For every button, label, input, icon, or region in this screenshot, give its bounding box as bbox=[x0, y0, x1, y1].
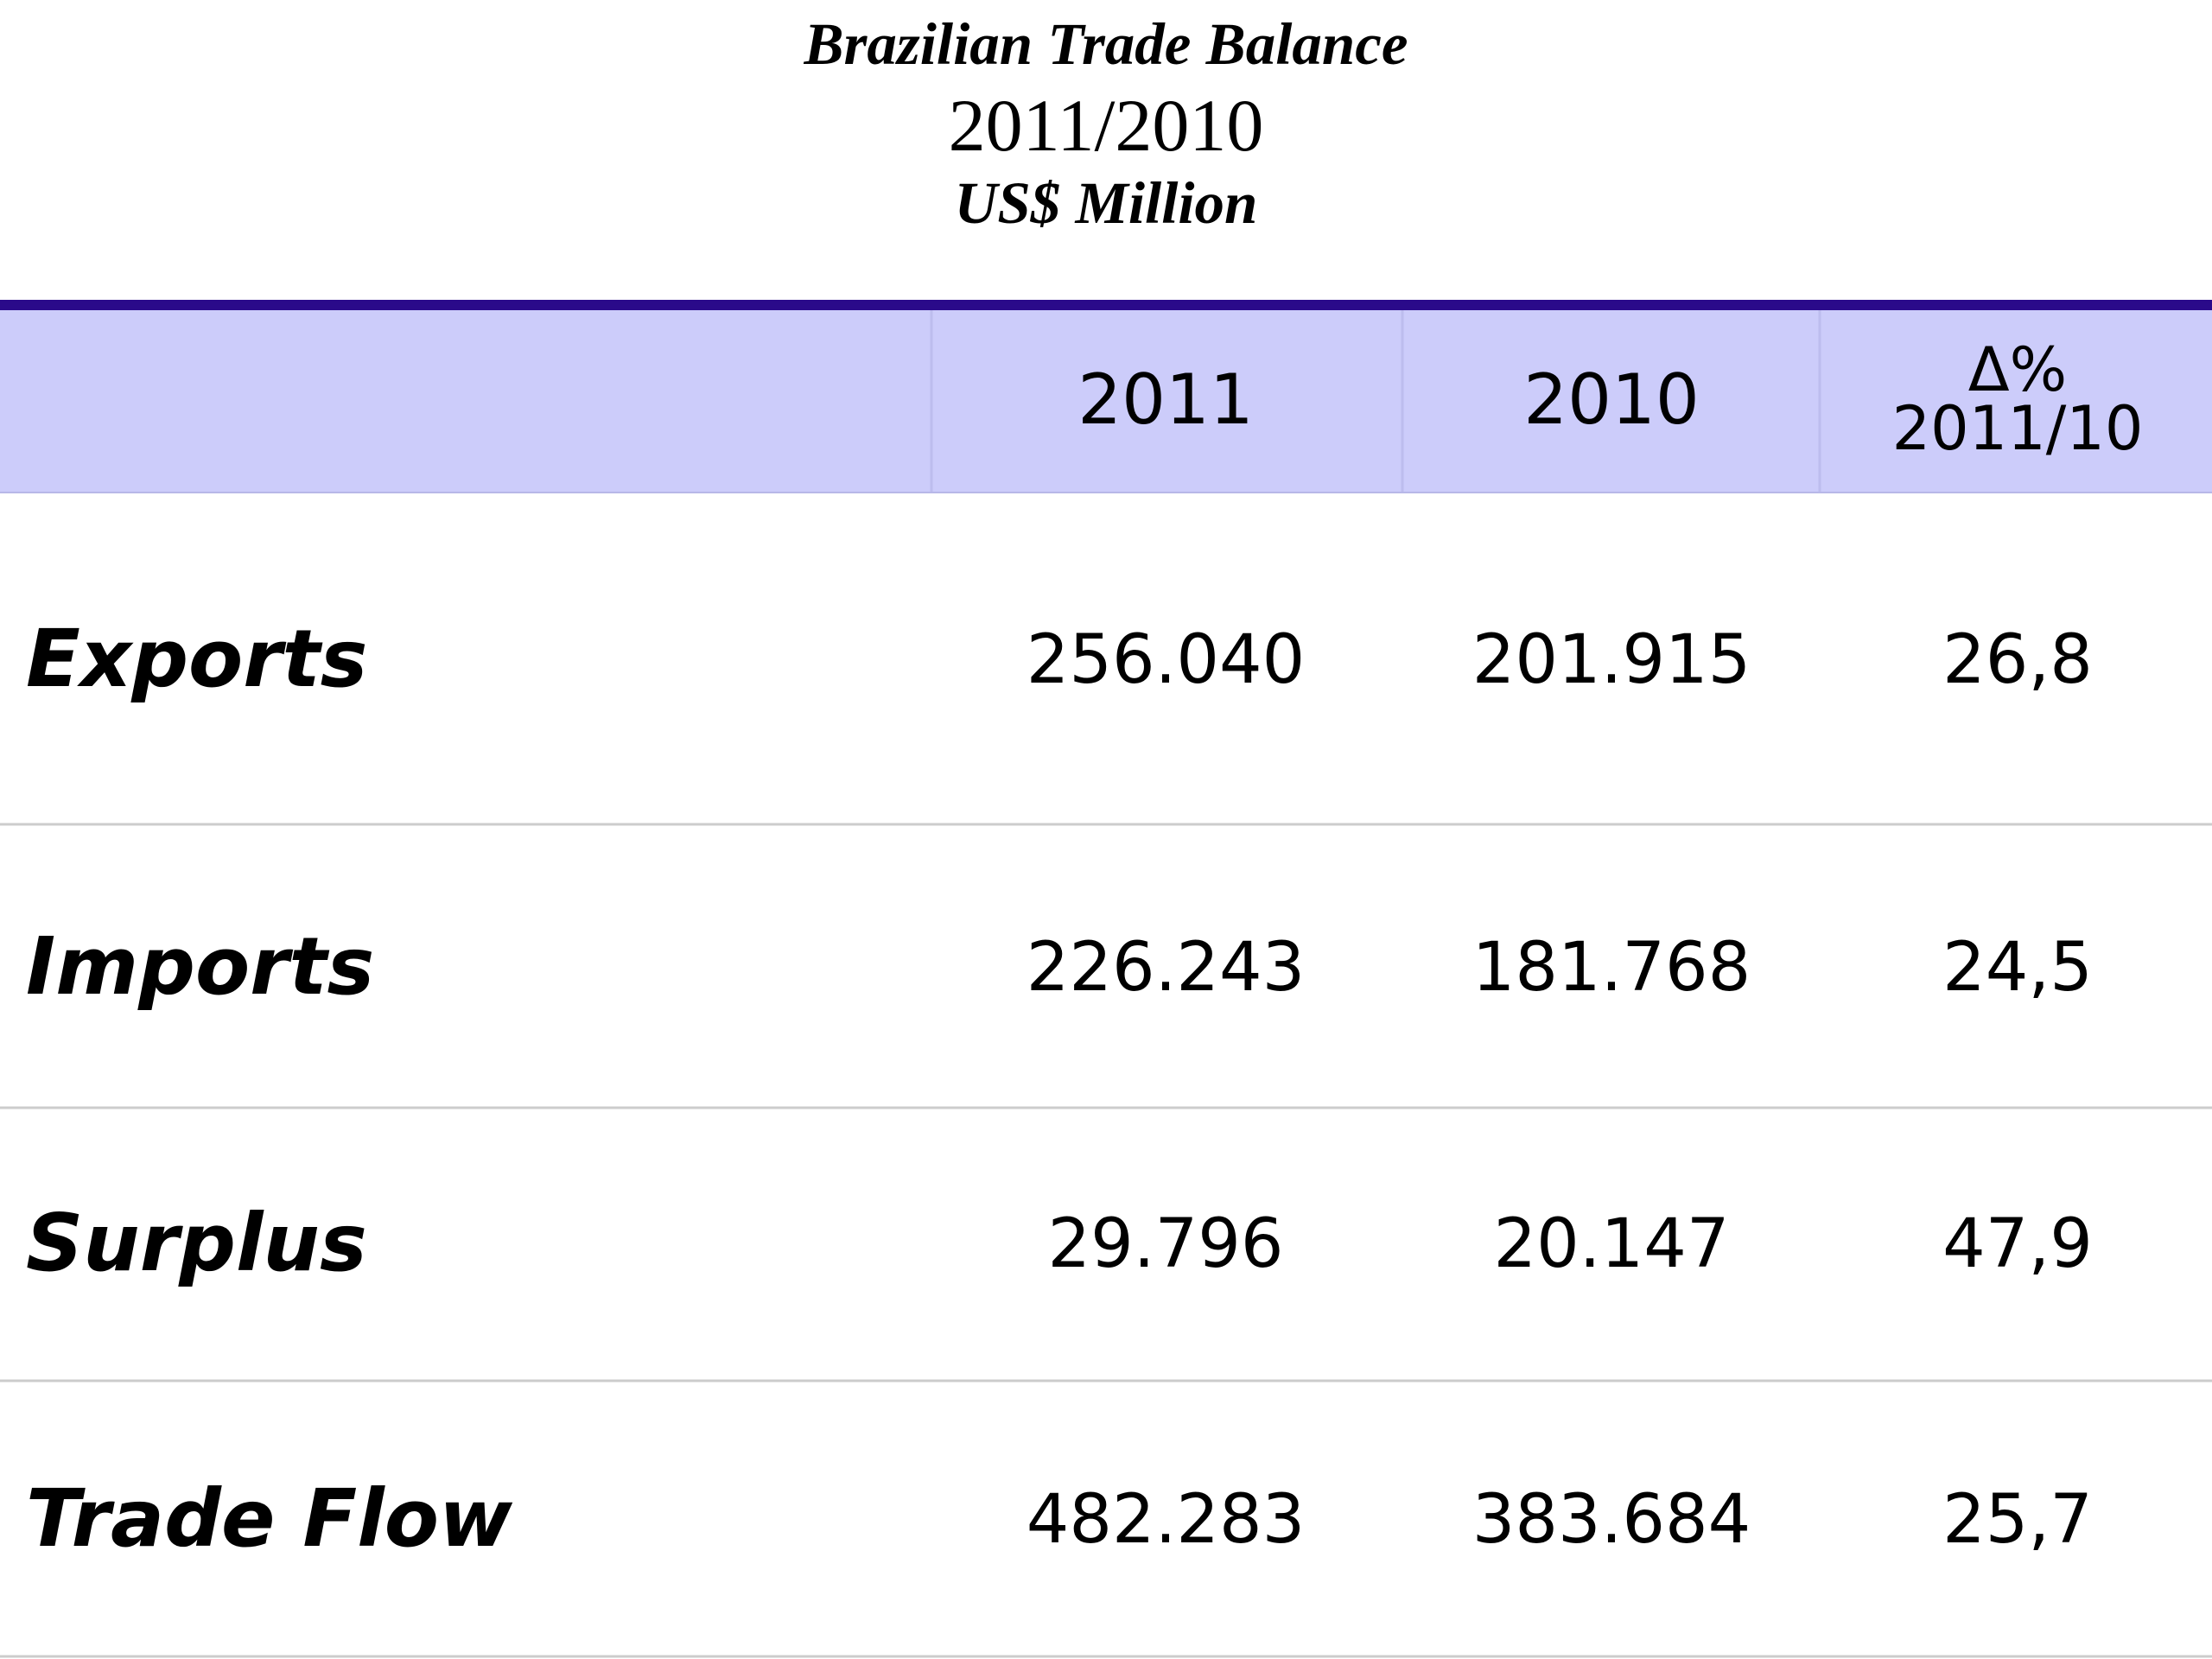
table-cell: 25,7 bbox=[1942, 1481, 2093, 1559]
table-row: Imports 226.243 181.768 24,5 bbox=[0, 920, 2212, 1109]
header-band bbox=[0, 310, 2212, 493]
table-cell: 24,5 bbox=[1942, 929, 2093, 1007]
column-header-3-line-0: Δ% bbox=[1968, 334, 2067, 405]
table-cell: 26,8 bbox=[1942, 621, 2093, 699]
table-cell: 47,9 bbox=[1942, 1205, 2093, 1283]
table-cell: 482.283 bbox=[1027, 1481, 1306, 1559]
table-cell: 29.796 bbox=[1048, 1205, 1284, 1283]
table-cell: 256.040 bbox=[1027, 621, 1306, 699]
table-title: Brazilian Trade Balance bbox=[804, 11, 1408, 77]
table-cell: 226.243 bbox=[1027, 929, 1306, 1007]
table-cell: 201.915 bbox=[1472, 621, 1751, 699]
row-label: Surplus bbox=[26, 1197, 367, 1289]
table-row: Exports 256.040 201.915 26,8 bbox=[0, 613, 2212, 826]
table-units: US$ Million bbox=[954, 170, 1258, 236]
table-row: Trade Flow 482.283 383.684 25,7 bbox=[0, 1472, 2212, 1658]
table-cell: 181.768 bbox=[1472, 929, 1751, 1007]
row-label: Imports bbox=[26, 920, 374, 1013]
table-header: 2011 2010 Δ%2011/10 bbox=[0, 300, 2212, 493]
row-label: Exports bbox=[26, 613, 367, 705]
header-top-rule bbox=[0, 300, 2212, 310]
column-header-3-line-1: 2011/10 bbox=[1892, 393, 2144, 464]
table-subtitle: 2011/2010 bbox=[948, 84, 1264, 167]
column-header-1: 2011 bbox=[1077, 359, 1254, 440]
table-cell: 383.684 bbox=[1472, 1481, 1751, 1559]
table-row: Surplus 29.796 20.147 47,9 bbox=[0, 1197, 2212, 1382]
table-body: Exports 256.040 201.915 26,8 Imports 226.243 1… bbox=[0, 613, 2212, 1658]
column-header-2: 2010 bbox=[1523, 359, 1700, 440]
table-cell: 20.147 bbox=[1494, 1205, 1730, 1283]
row-label: Trade Flow bbox=[26, 1472, 513, 1565]
